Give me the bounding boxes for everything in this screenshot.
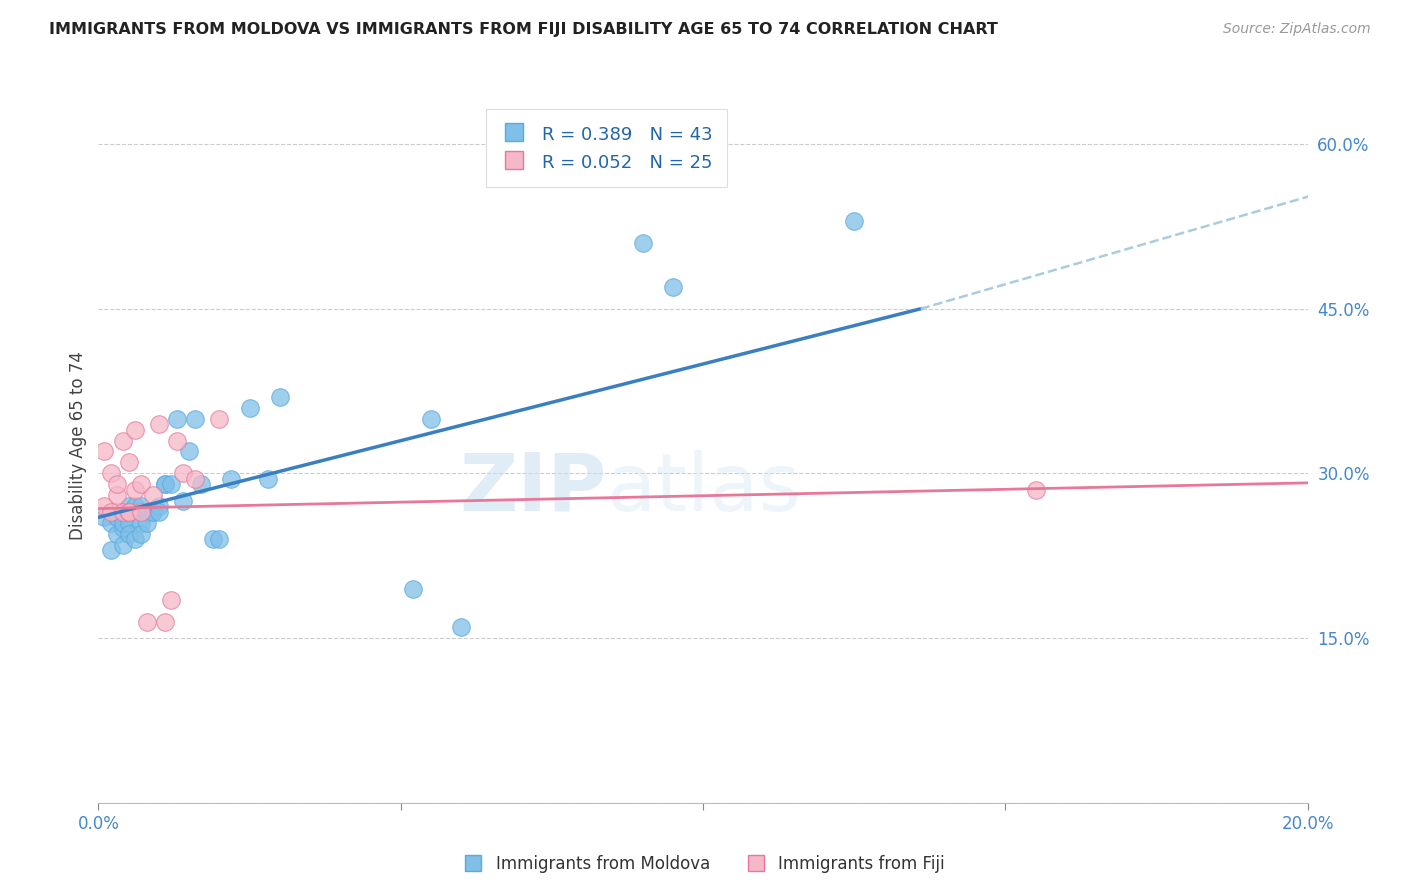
- Point: [135, 505, 157, 519]
- Point: [118, 505, 141, 519]
- Text: IMMIGRANTS FROM MOLDOVA VS IMMIGRANTS FROM FIJI DISABILITY AGE 65 TO 74 CORRELAT: IMMIGRANTS FROM MOLDOVA VS IMMIGRANTS FR…: [49, 22, 998, 37]
- Point: [124, 533, 146, 547]
- Point: [105, 510, 128, 524]
- Point: [111, 516, 134, 530]
- Point: [184, 411, 207, 425]
- Point: [142, 505, 165, 519]
- Point: [160, 592, 183, 607]
- Point: [118, 500, 141, 514]
- Point: [118, 516, 141, 530]
- Point: [100, 467, 122, 481]
- Point: [256, 472, 278, 486]
- Point: [129, 477, 152, 491]
- Point: [111, 505, 134, 519]
- Point: [166, 434, 188, 448]
- Point: [153, 477, 176, 491]
- Point: [148, 500, 170, 514]
- Point: [135, 615, 157, 629]
- Point: [1024, 483, 1046, 497]
- Point: [100, 505, 122, 519]
- Point: [153, 615, 176, 629]
- Point: [166, 411, 188, 425]
- Point: [420, 411, 443, 425]
- Point: [172, 494, 194, 508]
- Legend: R = 0.389   N = 43, R = 0.052   N = 25: R = 0.389 N = 43, R = 0.052 N = 25: [485, 109, 727, 186]
- Legend: Immigrants from Moldova, Immigrants from Fiji: Immigrants from Moldova, Immigrants from…: [454, 848, 952, 880]
- Point: [105, 477, 128, 491]
- Point: [142, 488, 165, 502]
- Point: [118, 526, 141, 541]
- Point: [135, 516, 157, 530]
- Text: ZIP: ZIP: [458, 450, 606, 528]
- Point: [208, 411, 231, 425]
- Point: [111, 538, 134, 552]
- Point: [105, 488, 128, 502]
- Point: [269, 390, 291, 404]
- Point: [631, 235, 654, 250]
- Text: Source: ZipAtlas.com: Source: ZipAtlas.com: [1223, 22, 1371, 37]
- Point: [402, 582, 425, 596]
- Point: [844, 214, 866, 228]
- Point: [111, 434, 134, 448]
- Point: [93, 510, 115, 524]
- Point: [129, 526, 152, 541]
- Point: [208, 533, 231, 547]
- Point: [450, 620, 472, 634]
- Point: [148, 417, 170, 431]
- Point: [129, 505, 152, 519]
- Point: [239, 401, 262, 415]
- Point: [124, 500, 146, 514]
- Point: [148, 505, 170, 519]
- Point: [100, 516, 122, 530]
- Point: [124, 423, 146, 437]
- Point: [105, 526, 128, 541]
- Point: [221, 472, 243, 486]
- Point: [111, 521, 134, 535]
- Y-axis label: Disability Age 65 to 74: Disability Age 65 to 74: [69, 351, 87, 541]
- Point: [153, 477, 176, 491]
- Point: [129, 500, 152, 514]
- Point: [93, 444, 115, 458]
- Point: [124, 483, 146, 497]
- Point: [172, 467, 194, 481]
- Point: [129, 516, 152, 530]
- Point: [118, 505, 141, 519]
- Point: [190, 477, 212, 491]
- Point: [661, 280, 683, 294]
- Text: atlas: atlas: [606, 450, 800, 528]
- Point: [184, 472, 207, 486]
- Point: [118, 455, 141, 469]
- Point: [179, 444, 201, 458]
- Point: [100, 543, 122, 558]
- Point: [160, 477, 183, 491]
- Point: [142, 505, 165, 519]
- Point: [105, 510, 128, 524]
- Point: [93, 500, 115, 514]
- Point: [202, 533, 225, 547]
